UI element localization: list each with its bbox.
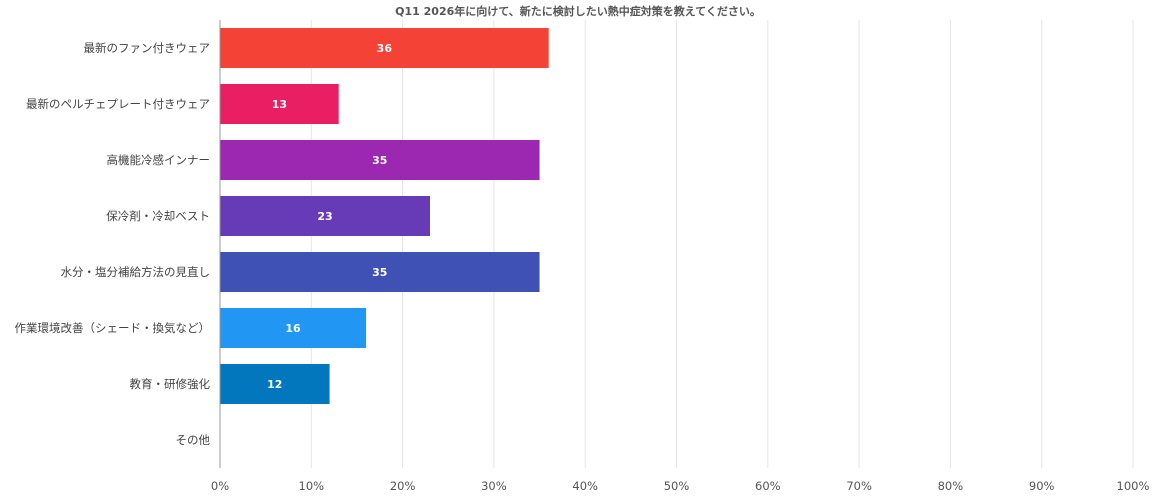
- bar-value-label: 35: [372, 154, 387, 167]
- x-tick-label: 40%: [572, 479, 598, 493]
- x-tick-label: 20%: [390, 479, 416, 493]
- bar: [220, 28, 549, 68]
- x-tick-label: 10%: [299, 479, 325, 493]
- bar: [220, 364, 330, 404]
- bar: [220, 308, 367, 348]
- bar-value-label: 36: [377, 42, 393, 55]
- category-label: 最新のペルチェプレート付きウェア: [26, 97, 210, 111]
- x-tick-label: 70%: [846, 479, 872, 493]
- x-tick-label: 50%: [664, 479, 690, 493]
- category-label: 作業環境改善（シェード・換気など）: [15, 321, 211, 335]
- category-label: 最新のファン付きウェア: [84, 41, 211, 55]
- category-label: 保冷剤・冷却ベスト: [106, 209, 210, 223]
- gridlines: [310, 20, 1134, 468]
- bar: [220, 84, 339, 124]
- x-axis-ticks: 0% 10% 20% 30% 40% 50% 60% 70% 80% 90% 100%: [211, 479, 1150, 493]
- category-label: 高機能冷感インナー: [107, 153, 211, 167]
- x-tick-label: 0%: [211, 479, 229, 493]
- chart-title: Q11 2026年に向けて、新たに検討したい熱中症対策を教えてください。: [395, 4, 761, 18]
- bar-value-label: 16: [285, 322, 301, 335]
- bar-value-label: 13: [272, 98, 287, 111]
- bar-value-label: 35: [372, 266, 387, 279]
- category-labels: 最新のファン付きウェア最新のペルチェプレート付きウェア高機能冷感インナー保冷剤・…: [15, 41, 211, 447]
- category-label: 水分・塩分補給方法の見直し: [61, 265, 211, 279]
- x-tick-label: 100%: [1117, 479, 1150, 493]
- bar-value-label: 23: [317, 210, 332, 223]
- x-tick-label: 30%: [481, 479, 507, 493]
- bar: [220, 196, 430, 236]
- bar: [220, 140, 540, 180]
- x-tick-label: 60%: [755, 479, 781, 493]
- bar: [220, 252, 540, 292]
- bars: 36 13 35 23 35 16 12: [220, 28, 549, 404]
- category-label: 教育・研修強化: [130, 377, 211, 391]
- x-tick-label: 80%: [938, 479, 964, 493]
- bar-value-label: 12: [267, 378, 282, 391]
- x-tick-label: 90%: [1029, 479, 1055, 493]
- category-label: その他: [176, 433, 211, 447]
